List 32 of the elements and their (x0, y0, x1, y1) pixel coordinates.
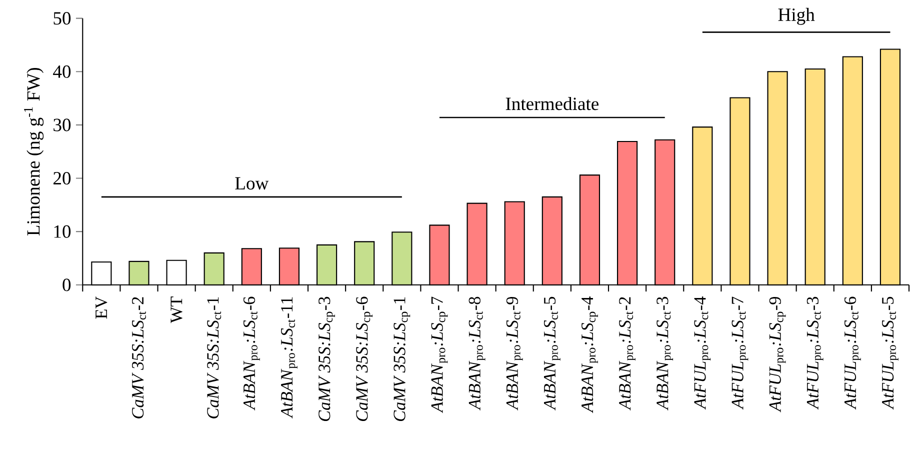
x-tick-label: AtFUL$_{pro}$:LS$_{cp}$-9 (769, 297, 786, 412)
y-tick-label: 10 (54, 225, 71, 238)
x-tick-label: AtBAN$_{pro}$:LS$_{ct}$-6 (243, 296, 260, 411)
x-tick-label: WT (170, 296, 182, 324)
x-tick-label: EV (96, 296, 108, 319)
annotation: Intermediate (506, 97, 599, 110)
y-tick-label: 20 (54, 172, 71, 185)
annotation: High (778, 8, 815, 25)
x-tick-label: AtBAN$_{pro}$:LS$_{ct}$-2 (619, 297, 636, 411)
x-tick-label: AtFUL$_{pro}$:LS$_{ct}$-7 (732, 296, 748, 410)
x-tick-label: AtBAN$_{pro}$:LS$_{cp}$-7 (431, 296, 448, 414)
x-tick-label: AtBAN$_{pro}$:LS$_{ct}$-8 (468, 296, 486, 411)
x-tick-label: CaMV 35S:LS$_{cp}$-6 (356, 296, 373, 422)
y-tick-label: 40 (53, 65, 71, 78)
x-tick-label: AtBAN$_{pro}$:LS$_{ct}$-9 (506, 297, 523, 411)
x-tick-label: AtBAN$_{pro}$:LS$_{cp}$-4 (582, 296, 598, 414)
x-tick-label: AtFUL$_{pro}$:LS$_{ct}$-3 (806, 297, 824, 410)
x-tick-label: AtFUL$_{pro}$:LS$_{ct}$-4 (694, 296, 711, 410)
x-tick-label: AtFUL$_{pro}$:LS$_{ct}$-5 (882, 297, 898, 410)
x-tick-label: AtBAN$_{pro}$:LS$_{ct}$-11 (281, 297, 298, 419)
annotation: Low (235, 177, 269, 190)
y-tick-label: 0 (62, 278, 71, 292)
x-tick-label: CaMV 35S:LS$_{ct}$-1 (207, 297, 222, 418)
y-tick-label: 50 (54, 12, 71, 25)
x-tick-label: CaMV 35S:LS$_{cp}$-3 (318, 297, 335, 422)
y-axis-title: Limonene (ng g$^{-1}$ FW) (24, 68, 44, 236)
x-tick-label: CaMV 35S:LS$_{cp}$-1 (394, 297, 410, 422)
x-tick-label: AtBAN$_{pro}$:LS$_{ct}$-3 (656, 297, 674, 411)
x-tick-label: AtFUL$_{pro}$:LS$_{ct}$-6 (844, 296, 861, 410)
y-tick-label: 30 (54, 118, 71, 132)
x-tick-label: AtBAN$_{pro}$:LS$_{ct}$-5 (544, 297, 560, 411)
x-tick-label: CaMV 35S:LS$_{ct}$-2 (132, 297, 146, 418)
